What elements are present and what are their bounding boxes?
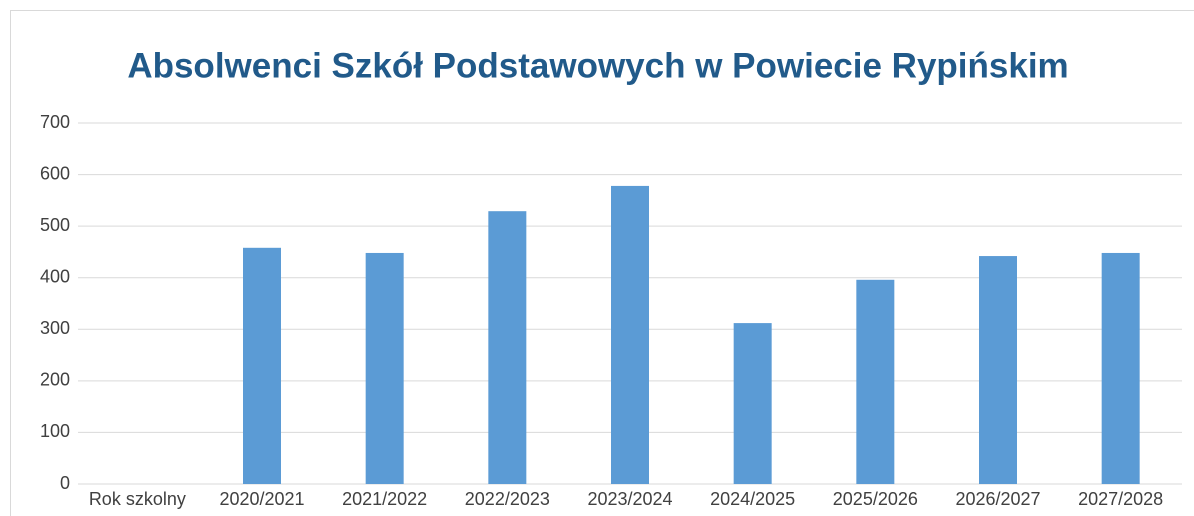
bar: [243, 247, 281, 484]
x-tick-label: 2025/2026: [833, 489, 918, 509]
x-tick-label: 2022/2023: [465, 489, 550, 509]
y-tick-label: 700: [40, 112, 70, 132]
x-tick-label: 2024/2025: [710, 489, 795, 509]
y-tick-label: 500: [40, 215, 70, 235]
y-tick-label: 100: [40, 421, 70, 441]
x-tick-label: Rok szkolny: [89, 489, 186, 509]
y-tick-label: 600: [40, 163, 70, 183]
x-tick-label: 2026/2027: [955, 489, 1040, 509]
x-tick-label: 2020/2021: [219, 489, 304, 509]
bar: [365, 252, 404, 484]
x-tick-label: 2023/2024: [587, 489, 672, 509]
bar: [733, 323, 772, 484]
bar: [488, 211, 527, 485]
bar: [1101, 252, 1140, 484]
bar: [979, 256, 1017, 484]
bar: [611, 185, 649, 484]
y-tick-label: 0: [60, 473, 70, 493]
x-tick-label: 2021/2022: [342, 489, 427, 509]
y-tick-label: 300: [40, 318, 70, 338]
bar: [856, 279, 895, 484]
x-tick-label: 2027/2028: [1078, 489, 1163, 509]
y-tick-label: 200: [40, 370, 70, 390]
y-tick-label: 400: [40, 266, 70, 286]
chart-title: Absolwenci Szkół Podstawowych w Powiecie…: [127, 46, 1068, 85]
